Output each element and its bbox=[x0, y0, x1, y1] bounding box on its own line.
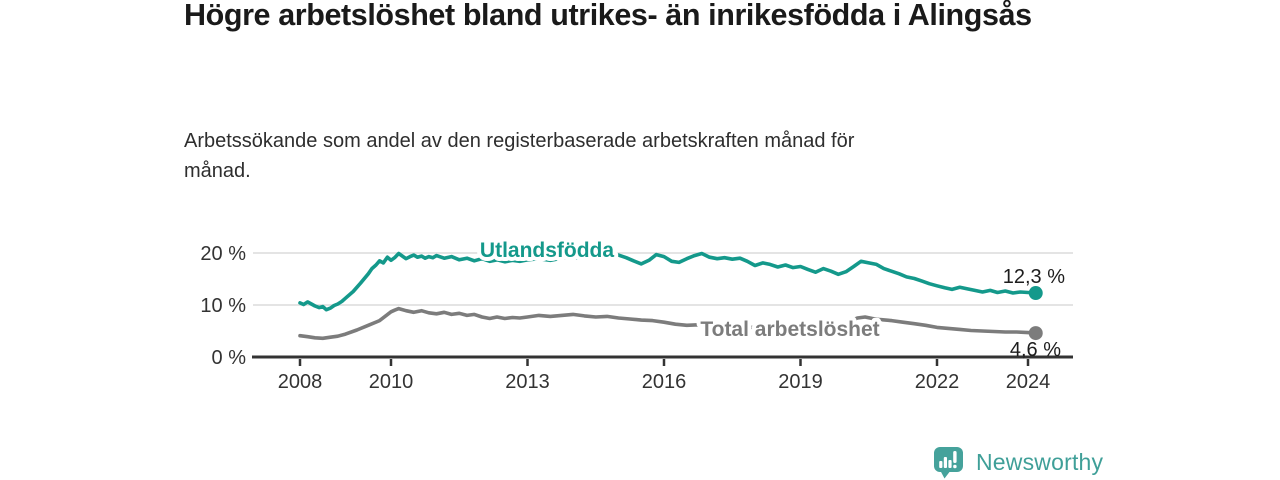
page-title: Högre arbetslöshet bland utrikes- än inr… bbox=[184, 0, 1032, 32]
series-line-1 bbox=[298, 306, 1038, 341]
series-label-total-arbetsloshet: Total arbetslöshet bbox=[700, 318, 879, 341]
series-end-dot-1 bbox=[1028, 326, 1043, 341]
page-subtitle: Arbetssökande som andel av den registerb… bbox=[184, 130, 855, 182]
series-end-dot-0 bbox=[1028, 286, 1043, 301]
brand-name: Newsworthy bbox=[976, 449, 1104, 475]
x-axis-label-2013: 2013 bbox=[505, 371, 550, 393]
series-line-0 bbox=[298, 251, 1038, 312]
series-label-utlandsfodda: Utlandsfödda bbox=[480, 239, 614, 262]
end-value-label-utlandsfodda: 12,3 % bbox=[1003, 266, 1065, 288]
y-axis-label-0: 0 % bbox=[212, 347, 247, 369]
x-axis-label-2022: 2022 bbox=[915, 371, 960, 393]
y-axis-label-10: 10 % bbox=[200, 295, 246, 317]
x-axis-label-2019: 2019 bbox=[778, 371, 823, 393]
chart-plot-area: 0 % 10 % 20 % 2008 2010 2013 2016 2019 2022 2024 bbox=[200, 243, 1073, 393]
x-axis-label-2008: 2008 bbox=[278, 371, 323, 393]
newsworthy-logo-icon bbox=[934, 446, 963, 478]
brand-footer: Newsworthy bbox=[933, 445, 1103, 480]
end-value-label-total-arbetsloshet: 4,6 % bbox=[1010, 339, 1061, 361]
x-axis-label-2010: 2010 bbox=[369, 371, 414, 393]
x-axis-label-2016: 2016 bbox=[642, 371, 687, 393]
x-axis-label-2024: 2024 bbox=[1006, 371, 1051, 393]
y-axis-label-20: 20 % bbox=[200, 243, 246, 265]
